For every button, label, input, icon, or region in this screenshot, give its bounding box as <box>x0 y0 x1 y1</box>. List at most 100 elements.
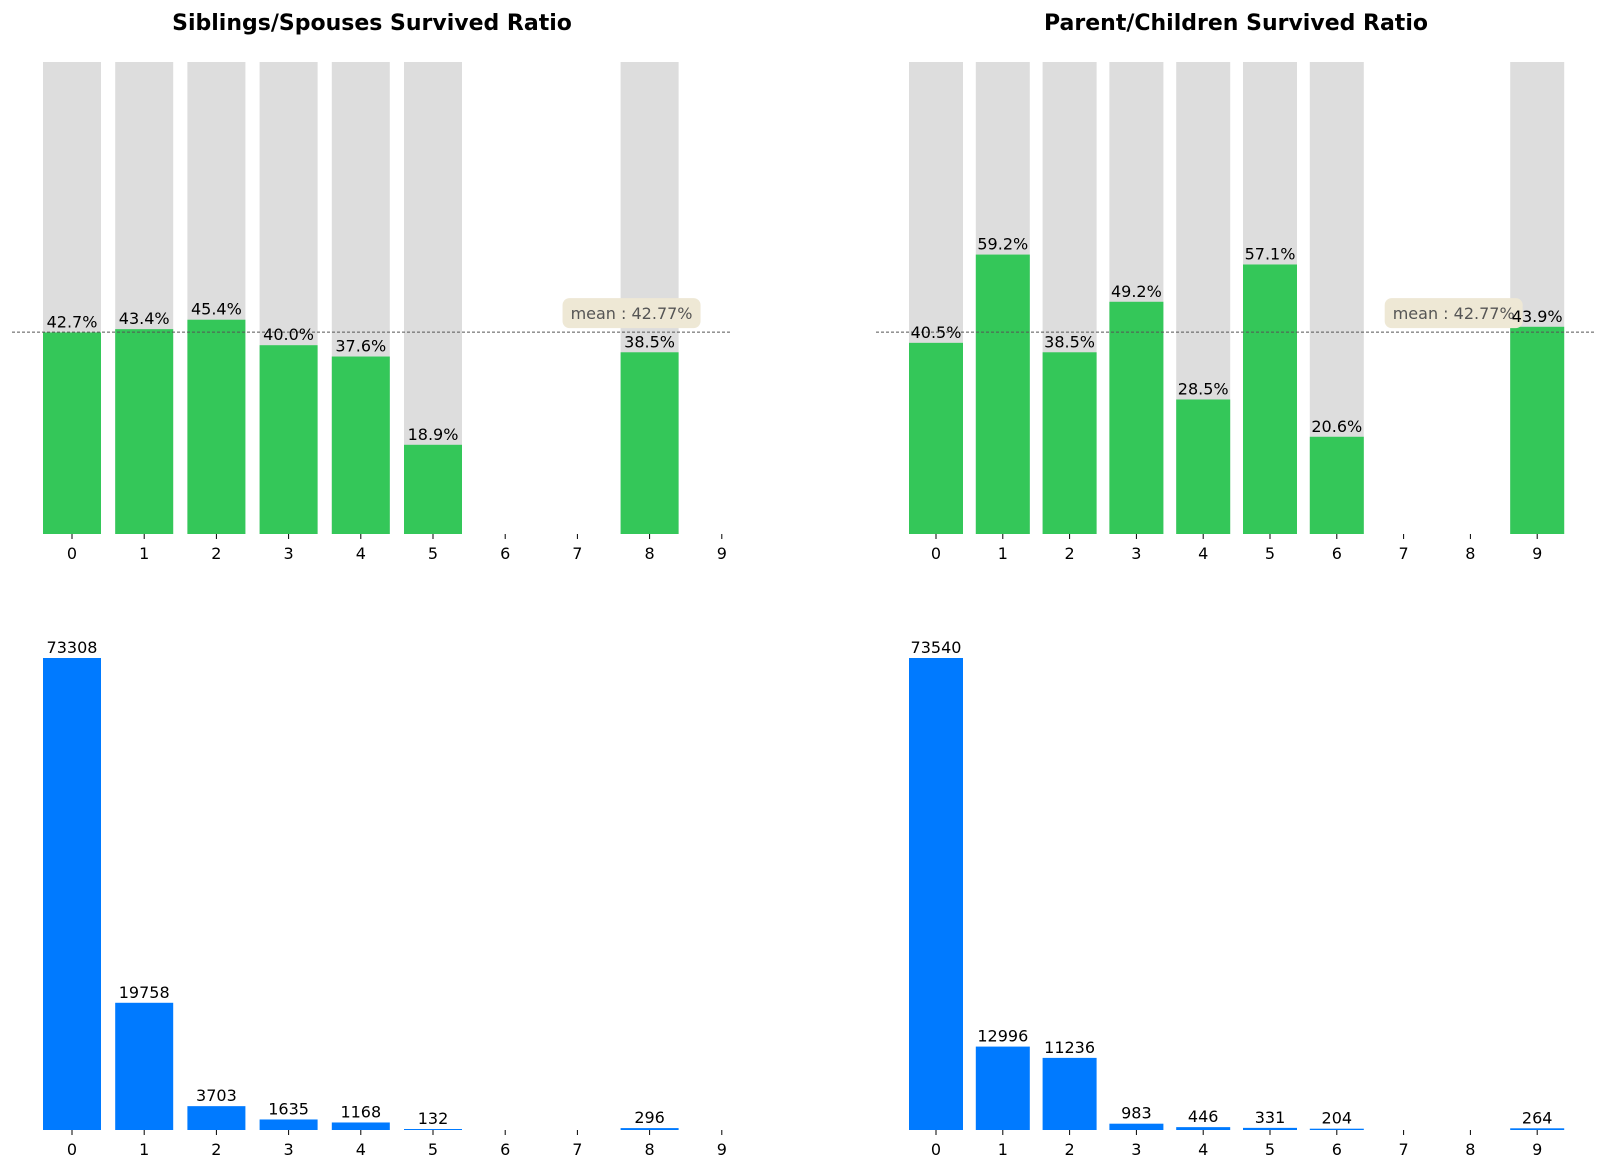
x-tick-label-8: 8 <box>1465 1140 1475 1159</box>
count-bar-6 <box>1309 1128 1364 1130</box>
survived-ratio-bar-4 <box>331 356 390 534</box>
survived-ratio-bar-0 <box>909 342 963 534</box>
x-tick-label-2: 2 <box>1065 544 1075 563</box>
data-label-4: 446 <box>1188 1107 1219 1126</box>
survived-ratio-bar-5 <box>1243 264 1297 534</box>
data-label-9: 264 <box>1522 1108 1553 1127</box>
x-tick-label-7: 7 <box>1399 1140 1409 1159</box>
count-bar-1 <box>975 1046 1030 1130</box>
x-tick-label-7: 7 <box>572 1140 582 1159</box>
mean-label: mean : 42.77% <box>1393 304 1515 323</box>
data-label-5: 331 <box>1255 1108 1286 1127</box>
data-label-5: 132 <box>418 1109 449 1128</box>
survived-ratio-bar-9 <box>1510 326 1565 534</box>
x-tick-label-6: 6 <box>1332 544 1342 563</box>
data-label-2: 3703 <box>196 1086 237 1105</box>
x-tick-label-1: 1 <box>998 1140 1008 1159</box>
data-label-3: 40.0% <box>263 325 314 344</box>
data-label-1: 43.4% <box>119 309 170 328</box>
data-label-1: 59.2% <box>977 235 1028 254</box>
x-tick-label-4: 4 <box>356 1140 366 1159</box>
data-label-2: 11236 <box>1044 1038 1095 1057</box>
x-tick-label-9: 9 <box>717 1140 727 1159</box>
count-bar-2 <box>1042 1057 1097 1130</box>
data-label-8: 38.5% <box>624 332 675 351</box>
x-tick-label-9: 9 <box>717 544 727 563</box>
x-tick-label-3: 3 <box>284 544 294 563</box>
data-label-6: 20.6% <box>1311 417 1362 436</box>
count-bar-1 <box>115 1002 174 1130</box>
count-bar-5 <box>404 1129 462 1130</box>
mean-label-box <box>562 298 701 329</box>
data-label-2: 45.4% <box>191 300 242 319</box>
x-tick-label-8: 8 <box>645 544 655 563</box>
data-label-0: 73308 <box>47 638 98 657</box>
chart-siblings-spouses-count: 73308 19758 3703 1635 1168 132 296 0 1 2 3 4 5 6 7 8 9 <box>43 638 727 1159</box>
data-label-5: 57.1% <box>1245 244 1296 263</box>
count-bar-0 <box>43 658 101 1130</box>
x-tick-label-0: 0 <box>931 544 941 563</box>
x-tick-label-5: 5 <box>428 1140 438 1159</box>
x-tick-label-6: 6 <box>1332 1140 1342 1159</box>
data-label-0: 40.5% <box>911 323 962 342</box>
x-tick-label-4: 4 <box>1198 1140 1208 1159</box>
mean-label: mean : 42.77% <box>571 304 693 323</box>
data-label-3: 1635 <box>268 1099 309 1118</box>
chart-title: Siblings/Spouses Survived Ratio <box>172 11 572 36</box>
x-tick-label-6: 6 <box>500 544 510 563</box>
chart-parent-children-count: 73540 12996 11236 983 446 331 204 264 0 1 2 3 4 5 6 7 8 9 <box>909 638 1565 1159</box>
count-bar-3 <box>1109 1123 1164 1130</box>
count-bar-2 <box>187 1106 246 1130</box>
x-tick-label-4: 4 <box>356 544 366 563</box>
survived-ratio-bar-1 <box>115 329 174 534</box>
x-tick-label-4: 4 <box>1198 544 1208 563</box>
x-tick-label-2: 2 <box>211 544 221 563</box>
count-bar-5 <box>1243 1127 1297 1130</box>
x-tick-label-8: 8 <box>1465 544 1475 563</box>
survived-ratio-bar-2 <box>187 319 246 534</box>
chart-title: Parent/Children Survived Ratio <box>1044 11 1428 36</box>
count-bar-9 <box>1510 1128 1565 1130</box>
x-tick-label-6: 6 <box>500 1140 510 1159</box>
count-bar-3 <box>259 1119 318 1130</box>
x-tick-label-1: 1 <box>139 1140 149 1159</box>
x-tick-label-3: 3 <box>284 1140 294 1159</box>
count-bar-4 <box>331 1122 390 1130</box>
survived-ratio-bar-3 <box>1109 301 1164 534</box>
x-tick-label-8: 8 <box>645 1140 655 1159</box>
data-label-4: 28.5% <box>1178 379 1229 398</box>
data-label-5: 18.9% <box>408 425 459 444</box>
x-tick-label-9: 9 <box>1532 544 1542 563</box>
data-label-9: 43.9% <box>1512 307 1563 326</box>
data-label-3: 49.2% <box>1111 282 1162 301</box>
x-tick-label-3: 3 <box>1131 1140 1141 1159</box>
x-tick-label-7: 7 <box>572 544 582 563</box>
survived-ratio-bar-0 <box>43 332 101 534</box>
survived-ratio-bar-1 <box>975 254 1030 535</box>
data-label-0: 73540 <box>911 638 962 657</box>
x-tick-label-0: 0 <box>67 1140 77 1159</box>
x-tick-label-5: 5 <box>1265 544 1275 563</box>
data-label-4: 1168 <box>340 1102 381 1121</box>
count-bar-0 <box>909 658 963 1130</box>
data-label-4: 37.6% <box>335 337 386 356</box>
survived-ratio-bar-5 <box>404 444 462 534</box>
x-tick-label-3: 3 <box>1131 544 1141 563</box>
chart-siblings-spouses-survived-ratio: Siblings/Spouses Survived Ratio mean : 42… <box>12 11 732 563</box>
data-label-6: 204 <box>1322 1109 1353 1128</box>
x-tick-label-1: 1 <box>998 544 1008 563</box>
survived-ratio-bar-6 <box>1309 436 1364 534</box>
x-tick-label-2: 2 <box>211 1140 221 1159</box>
x-tick-label-0: 0 <box>931 1140 941 1159</box>
survived-ratio-bar-8 <box>620 352 679 534</box>
x-tick-label-1: 1 <box>139 544 149 563</box>
survived-ratio-bar-3 <box>259 345 318 534</box>
data-label-1: 12996 <box>977 1027 1028 1046</box>
mean-label-box <box>1384 298 1523 329</box>
data-label-0: 42.7% <box>47 312 98 331</box>
data-label-1: 19758 <box>119 983 170 1002</box>
data-label-3: 983 <box>1121 1104 1152 1123</box>
count-bar-8 <box>620 1128 679 1130</box>
x-tick-label-5: 5 <box>1265 1140 1275 1159</box>
